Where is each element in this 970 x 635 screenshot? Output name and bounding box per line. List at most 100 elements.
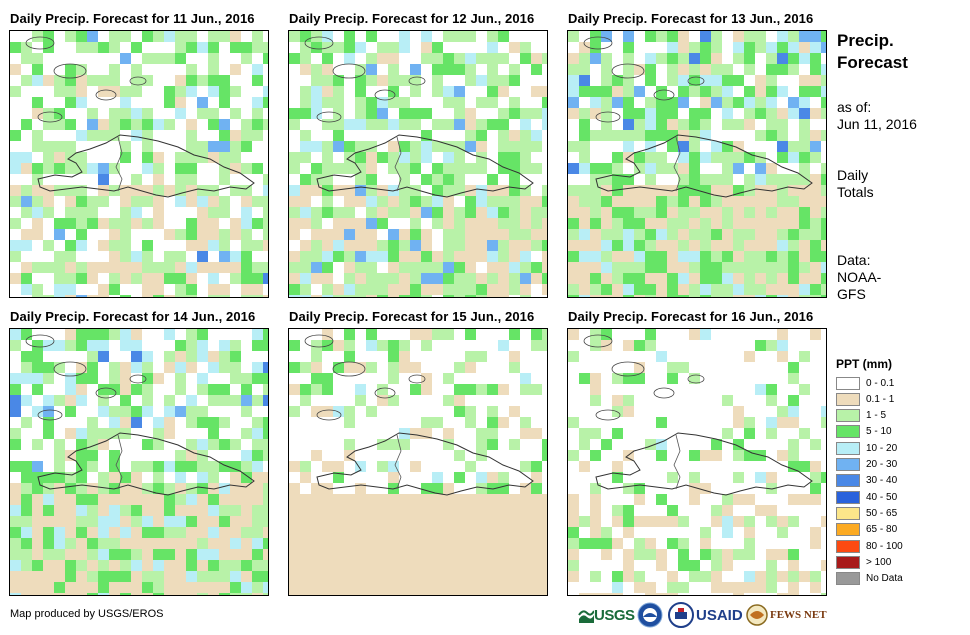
precip-cell: [153, 516, 164, 527]
precip-cell: [21, 351, 32, 362]
precip-cell: [186, 340, 197, 351]
precip-cell: [175, 450, 186, 461]
precip-cell: [263, 417, 268, 428]
precip-cell: [388, 527, 399, 538]
precip-cell: [777, 295, 788, 297]
precip-cell: [590, 593, 601, 595]
precip-cell: [733, 196, 744, 207]
precip-cell: [399, 207, 410, 218]
precip-cell: [623, 174, 634, 185]
precip-cell: [252, 527, 263, 538]
precip-cell: [131, 494, 142, 505]
precip-cell: [241, 461, 252, 472]
precip-cell: [142, 406, 153, 417]
precip-cell: [65, 64, 76, 75]
precip-cell: [219, 527, 230, 538]
precip-cell: [623, 406, 634, 417]
precip-cell: [465, 196, 476, 207]
precip-cell: [263, 207, 268, 218]
precip-cell: [821, 86, 826, 97]
precip-cell: [197, 571, 208, 582]
precip-cell: [142, 273, 153, 284]
precip-cell: [766, 582, 777, 593]
precip-cell: [311, 273, 322, 284]
precip-cell: [263, 395, 268, 406]
precip-cell: [722, 527, 733, 538]
precip-cell: [733, 295, 744, 297]
precip-cell: [98, 439, 109, 450]
precip-cell: [230, 152, 241, 163]
precip-cell: [131, 527, 142, 538]
precip-cell: [377, 571, 388, 582]
precip-cell: [98, 262, 109, 273]
precip-cell: [421, 284, 432, 295]
precip-cell: [509, 527, 520, 538]
precip-cell: [777, 340, 788, 351]
precip-cell: [263, 229, 268, 240]
precip-cell: [175, 527, 186, 538]
precip-cell: [175, 351, 186, 362]
precip-cell: [656, 185, 667, 196]
precip-cell: [821, 75, 826, 86]
precip-cell: [821, 218, 826, 229]
precip-cell: [755, 582, 766, 593]
precip-cell: [208, 417, 219, 428]
precip-cell: [219, 207, 230, 218]
precip-cell: [197, 538, 208, 549]
precip-cell: [744, 97, 755, 108]
precip-cell: [520, 384, 531, 395]
precip-cell: [634, 196, 645, 207]
small-island: [95, 387, 117, 399]
precip-cell: [87, 516, 98, 527]
precip-cell: [700, 549, 711, 560]
precip-cell: [601, 207, 612, 218]
precip-cell: [164, 362, 175, 373]
precip-cell: [252, 483, 263, 494]
precip-cell: [744, 174, 755, 185]
precip-cell: [21, 284, 32, 295]
precip-cell: [76, 494, 87, 505]
precip-cell: [65, 75, 76, 86]
precip-cell: [777, 218, 788, 229]
precip-cell: [153, 428, 164, 439]
precip-cell: [388, 262, 399, 273]
precip-cell: [230, 130, 241, 141]
precip-cell: [711, 141, 722, 152]
precip-cell: [87, 549, 98, 560]
precip-cell: [777, 406, 788, 417]
precip-cell: [300, 240, 311, 251]
precip-cell: [76, 75, 87, 86]
precip-cell: [322, 582, 333, 593]
precip-cell: [21, 516, 32, 527]
precip-cell: [109, 218, 120, 229]
precip-cell: [109, 384, 120, 395]
legend-item: 50 - 65: [836, 506, 897, 520]
precip-cell: [421, 417, 432, 428]
precip-cell: [252, 362, 263, 373]
precip-cell: [241, 141, 252, 152]
precip-cell: [344, 538, 355, 549]
precip-cell: [175, 31, 186, 42]
precip-cell: [197, 185, 208, 196]
precip-cell: [109, 251, 120, 262]
precip-cell: [355, 461, 366, 472]
precip-cell: [454, 472, 465, 483]
precip-cell: [377, 218, 388, 229]
precip-cell: [131, 64, 142, 75]
precip-cell: [289, 152, 300, 163]
precip-cell: [355, 141, 366, 152]
precip-cell: [230, 472, 241, 483]
precip-cell: [777, 329, 788, 340]
precip-cell: [43, 395, 54, 406]
precip-cell: [32, 538, 43, 549]
precip-cell: [252, 395, 263, 406]
precip-cell: [498, 152, 509, 163]
precip-cell: [289, 119, 300, 130]
precip-cell: [311, 185, 322, 196]
precip-cell: [509, 75, 520, 86]
precip-cell: [520, 505, 531, 516]
precip-cell: [76, 229, 87, 240]
precip-cell: [311, 538, 322, 549]
precip-cell: [487, 240, 498, 251]
precip-cell: [634, 251, 645, 262]
